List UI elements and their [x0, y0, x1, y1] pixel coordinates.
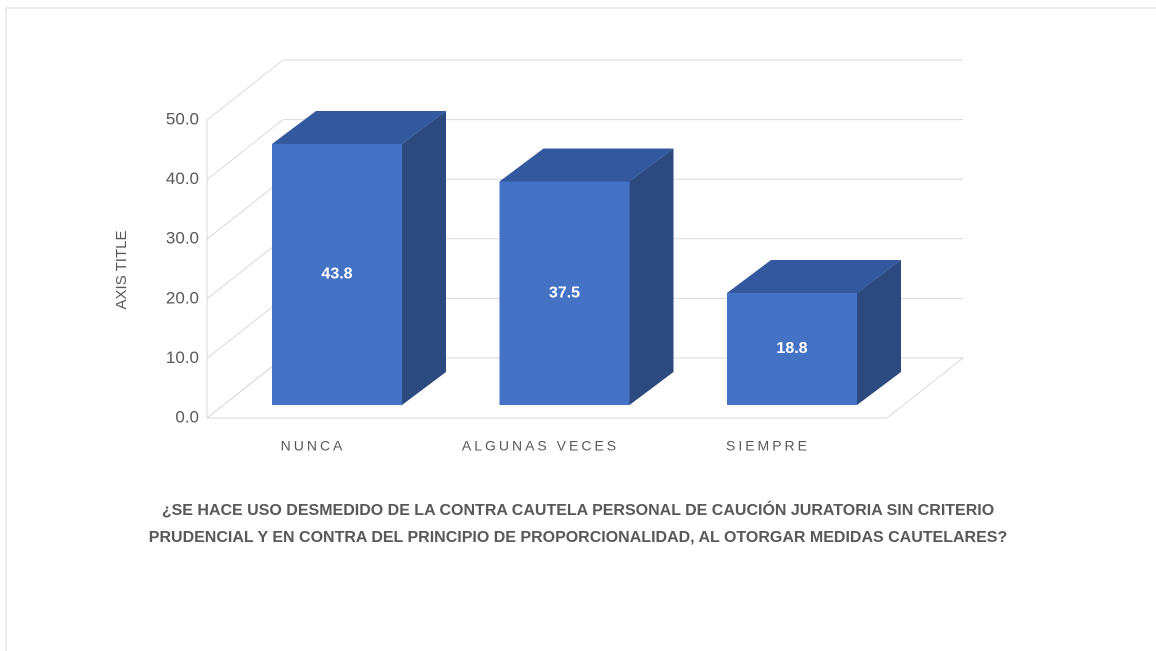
bar-side	[629, 148, 674, 405]
grid-line-side	[206, 238, 284, 300]
bar-top	[499, 148, 674, 182]
y-tick-label: 40.0	[166, 169, 199, 188]
data-label: 43.8	[321, 266, 352, 283]
floor	[206, 357, 965, 419]
grid-line-side	[206, 178, 284, 240]
chart-border	[5, 7, 1156, 651]
bar	[499, 181, 630, 405]
bar	[727, 292, 857, 405]
x-tick-label: ALGUNAS VECES	[462, 438, 619, 454]
x-axis-title: ¿SE HACE USO DESMEDIDO DE LA CONTRA CAUT…	[148, 502, 1008, 546]
y-tick-label: 30.0	[166, 229, 199, 248]
data-label: 37.5	[549, 284, 580, 301]
bar-side	[402, 110, 446, 406]
y-tick-label: 10.0	[166, 348, 199, 367]
y-axis-title: AXIS TITLE	[113, 231, 130, 310]
y-tick-label: 50.0	[166, 109, 199, 128]
bar-top	[727, 259, 901, 293]
grid-line-side	[206, 59, 284, 121]
x-tick-label: SIEMPRE	[726, 438, 810, 454]
x-tick-label: NUNCA	[281, 438, 346, 454]
grid-line-side	[206, 119, 284, 180]
bar	[272, 143, 402, 405]
grid-line-side	[206, 298, 284, 359]
y-tick-label: 20.0	[166, 288, 199, 307]
data-label: 18.8	[776, 340, 807, 357]
y-tick-label: 0.0	[175, 407, 199, 426]
bar-side	[857, 259, 901, 405]
bar-top	[272, 110, 446, 144]
